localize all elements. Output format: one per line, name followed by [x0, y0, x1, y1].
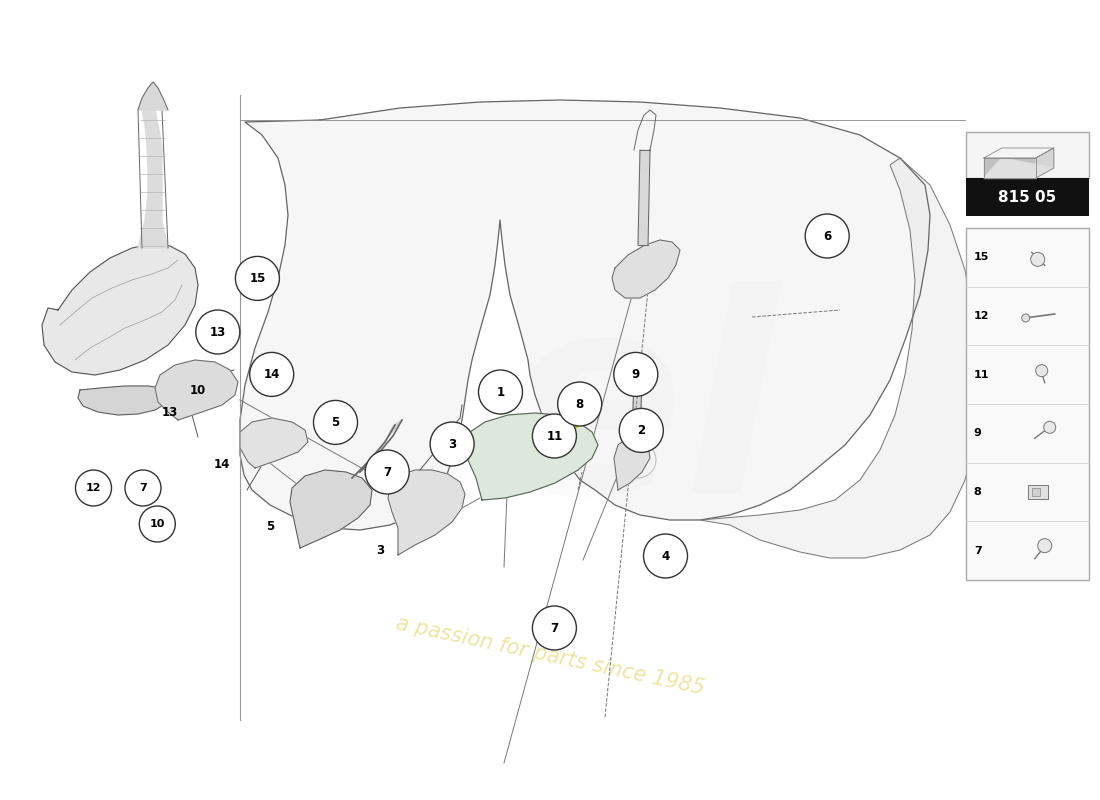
- Text: 7: 7: [383, 466, 392, 478]
- Circle shape: [620, 442, 656, 478]
- Polygon shape: [155, 360, 238, 420]
- Circle shape: [478, 370, 522, 414]
- Text: 14: 14: [213, 458, 230, 471]
- Polygon shape: [632, 380, 642, 438]
- Circle shape: [1044, 422, 1056, 434]
- Polygon shape: [983, 158, 1054, 178]
- Text: 12: 12: [86, 483, 101, 493]
- Polygon shape: [138, 110, 168, 248]
- Circle shape: [314, 401, 358, 445]
- Text: 9: 9: [631, 368, 640, 381]
- Polygon shape: [240, 418, 308, 468]
- Bar: [1032, 488, 1040, 496]
- Circle shape: [532, 414, 576, 458]
- Text: 3: 3: [376, 543, 384, 557]
- Polygon shape: [1036, 148, 1054, 178]
- Text: 4: 4: [661, 550, 670, 562]
- Polygon shape: [983, 158, 1036, 178]
- Polygon shape: [614, 438, 650, 490]
- Circle shape: [1036, 365, 1047, 377]
- Polygon shape: [352, 420, 402, 478]
- Circle shape: [532, 606, 576, 650]
- Text: 9: 9: [974, 428, 981, 438]
- Text: 5: 5: [266, 521, 274, 534]
- Circle shape: [558, 382, 602, 426]
- Polygon shape: [240, 100, 930, 530]
- Polygon shape: [464, 413, 598, 500]
- Text: 7: 7: [139, 483, 147, 493]
- Text: 15: 15: [250, 272, 265, 285]
- Circle shape: [644, 534, 688, 578]
- Text: 815 05: 815 05: [999, 190, 1056, 205]
- Circle shape: [76, 470, 111, 506]
- Text: 8: 8: [974, 487, 981, 497]
- Text: 5: 5: [331, 416, 340, 429]
- Polygon shape: [78, 386, 168, 415]
- Text: 6: 6: [823, 230, 832, 242]
- Text: 10: 10: [150, 519, 165, 529]
- Text: el: el: [496, 281, 780, 551]
- Circle shape: [1022, 314, 1030, 322]
- Polygon shape: [138, 82, 168, 110]
- Text: 15: 15: [974, 252, 989, 262]
- Text: 2: 2: [637, 424, 646, 437]
- Polygon shape: [638, 150, 650, 245]
- Circle shape: [1031, 252, 1045, 266]
- Text: 14: 14: [264, 368, 279, 381]
- Text: a passion for parts since 1985: a passion for parts since 1985: [394, 614, 706, 698]
- Circle shape: [196, 310, 240, 354]
- Bar: [966, 178, 1089, 216]
- Text: 11: 11: [547, 430, 562, 442]
- Circle shape: [430, 422, 474, 466]
- Circle shape: [365, 450, 409, 494]
- Text: 1: 1: [496, 386, 505, 398]
- Text: 8: 8: [575, 398, 584, 410]
- Circle shape: [1037, 538, 1052, 553]
- Circle shape: [125, 470, 161, 506]
- Bar: [966, 132, 1089, 178]
- Text: 11: 11: [974, 370, 989, 380]
- Circle shape: [235, 256, 279, 301]
- Text: 10: 10: [190, 383, 207, 397]
- Circle shape: [250, 352, 294, 397]
- Polygon shape: [700, 158, 978, 558]
- Circle shape: [140, 506, 175, 542]
- Circle shape: [619, 408, 663, 453]
- Polygon shape: [290, 470, 372, 548]
- Text: 13: 13: [162, 406, 178, 418]
- Text: 7: 7: [550, 622, 559, 634]
- Text: 3: 3: [448, 438, 456, 450]
- Text: 7: 7: [974, 546, 981, 556]
- Polygon shape: [388, 470, 465, 555]
- Text: 12: 12: [974, 311, 989, 321]
- Bar: [966, 228, 1089, 580]
- Circle shape: [614, 352, 658, 397]
- Polygon shape: [42, 244, 198, 375]
- Polygon shape: [612, 240, 680, 298]
- Bar: [1027, 485, 1047, 499]
- Circle shape: [805, 214, 849, 258]
- Text: 13: 13: [210, 326, 225, 338]
